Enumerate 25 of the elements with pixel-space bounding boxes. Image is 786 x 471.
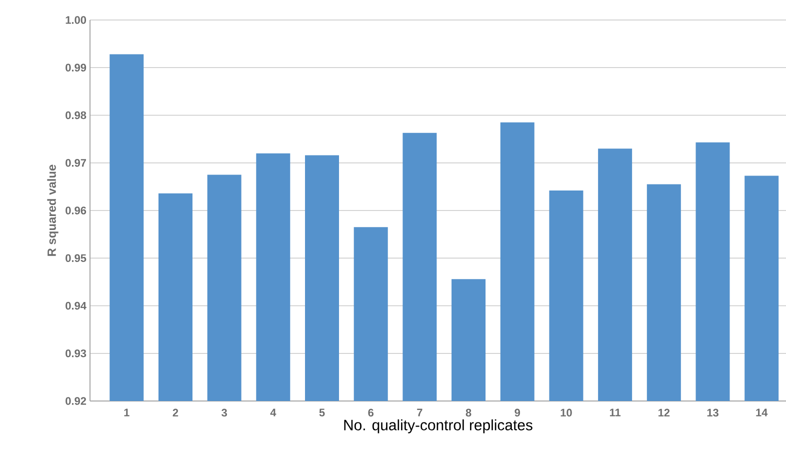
x-tick-label: 2 — [172, 408, 178, 416]
y-tick-label: 0.92 — [66, 397, 86, 405]
x-axis-title: No. quality-control replicates — [344, 419, 532, 434]
x-tick-label: 1 — [124, 408, 130, 416]
y-tick-label: 0.96 — [66, 206, 86, 214]
x-tick-label: 14 — [756, 408, 768, 416]
y-tick-label: 0.98 — [66, 111, 86, 120]
x-tick-label: 7 — [417, 408, 422, 416]
y-tick-label: 0.94 — [66, 302, 86, 310]
x-tick-label: 3 — [222, 408, 227, 417]
x-tick-label: 11 — [610, 408, 621, 416]
y-tick-label: 0.97 — [66, 159, 86, 167]
y-tick-label: 0.95 — [66, 254, 86, 262]
x-tick-label: 8 — [466, 408, 472, 417]
x-tick-label: 10 — [560, 408, 572, 417]
x-tick-label: 13 — [707, 408, 718, 417]
y-tick-label: 1.00 — [66, 16, 86, 24]
y-axis-title: R squared value — [47, 164, 58, 256]
x-tick-label: 4 — [270, 408, 276, 416]
y-tick-label: 0.93 — [66, 350, 86, 358]
x-tick-label: 6 — [368, 408, 374, 417]
y-tick-label: 0.99 — [66, 64, 86, 72]
x-tick-label: 5 — [319, 408, 325, 416]
x-tick-label: 9 — [514, 408, 520, 417]
x-tick-label: 12 — [658, 408, 670, 416]
